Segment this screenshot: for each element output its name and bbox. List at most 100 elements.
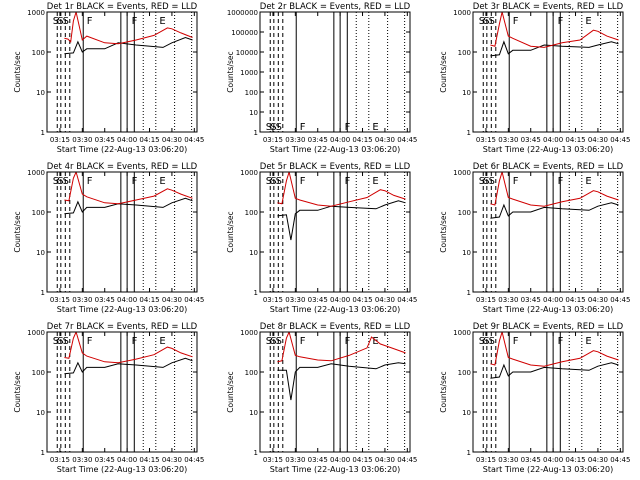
panel-1: Det 1r BLACK = Events, RED = LLD SS S F F E 1 1… [13,2,204,154]
segment-label: F [132,336,138,347]
panel-title: Det 3r BLACK = Events, RED = LLD [473,2,624,12]
plot-frame [472,11,624,133]
segment-label: S [53,176,59,187]
x-tick-label: 03:30 [285,456,305,464]
segment-label: S [479,16,485,27]
y-axis-label: Counts/sec [439,211,448,252]
x-tick-label: 03:30 [285,296,305,304]
x-tick-label: 04:45 [610,456,630,464]
y-tick-label: 1000 [240,169,258,177]
x-tick-label: 04:15 [565,136,585,144]
y-axis-label: Counts/sec [13,211,22,252]
y-tick-label: 10 [462,249,471,257]
segment-label: S [57,336,63,347]
y-tick-label: 100 [32,209,45,217]
segment-label: F [558,176,564,187]
y-tick-label: 100 [458,49,471,57]
series-events-line [490,40,619,57]
x-tick-label: 04:45 [184,296,204,304]
x-tick-label: 04:30 [588,136,608,144]
series-events-line [64,36,193,55]
x-tick-label: 03:45 [521,296,541,304]
segment-label: S [63,336,69,347]
y-tick-label: 10 [462,89,471,97]
segment-label: S [266,122,272,133]
x-tick-label: 03:15 [263,296,283,304]
panel-7: Det 7r BLACK = Events, RED = LLD SS S F F E 1 1… [13,322,204,474]
segment-label: S [266,336,272,347]
y-tick-label: 100 [245,89,258,97]
panel-5: Det 5r BLACK = Events, RED = LLD SS S F F E 1 1… [226,162,417,314]
segment-label: E [159,16,165,27]
segment-label: S [53,336,59,347]
segment-label: F [513,336,519,347]
y-tick-label: 1 [254,289,258,297]
x-tick-label: 03:15 [476,136,496,144]
y-tick-label: 1 [41,129,45,137]
y-tick-label: 1000 [453,329,471,337]
x-tick-label: 03:45 [521,456,541,464]
panel-9: Det 9r BLACK = Events, RED = LLD SS S F F E 1 1… [439,322,630,474]
x-tick-label: 04:15 [352,296,372,304]
x-axis-label: Start Time (22-Aug-13 03:06:20) [483,465,614,474]
segment-label: S [270,176,276,187]
x-tick-label: 04:30 [375,136,395,144]
segment-label: E [372,122,378,133]
x-tick-label: 04:45 [397,456,417,464]
y-axis-label: Counts/sec [439,51,448,92]
panel-title: Det 9r BLACK = Events, RED = LLD [473,322,624,332]
segment-label: S [276,336,282,347]
segment-label: S [483,16,489,27]
panel-title: Det 1r BLACK = Events, RED = LLD [47,2,198,12]
panel-title: Det 2r BLACK = Events, RED = LLD [260,2,411,12]
x-tick-label: 04:15 [352,456,372,464]
y-axis-label: Counts/sec [13,371,22,412]
y-tick-label: 10 [36,409,45,417]
plot-frame [46,331,198,453]
x-axis-label: Start Time (22-Aug-13 03:06:20) [57,145,188,154]
y-tick-label: 1 [467,129,471,137]
x-tick-label: 03:45 [308,456,328,464]
x-tick-label: 04:15 [139,296,159,304]
x-tick-label: 04:00 [117,136,137,144]
x-tick-label: 04:45 [397,136,417,144]
x-tick-label: 03:15 [263,136,283,144]
x-axis-label: Start Time (22-Aug-13 03:06:20) [270,465,401,474]
y-tick-label: 1000 [453,169,471,177]
x-tick-label: 03:30 [72,136,92,144]
x-tick-label: 04:45 [610,136,630,144]
segment-label: S [483,336,489,347]
series-events-line [64,197,193,215]
x-tick-label: 03:45 [308,296,328,304]
panel-title: Det 5r BLACK = Events, RED = LLD [260,162,411,172]
x-tick-label: 03:15 [476,296,496,304]
x-tick-label: 03:30 [498,136,518,144]
x-tick-label: 03:45 [308,136,328,144]
segment-label: S [266,176,272,187]
panel-8: Det 8r BLACK = Events, RED = LLD SS S F F E 1 1… [226,322,417,474]
segment-label: F [132,176,138,187]
x-tick-label: 03:45 [95,296,115,304]
y-axis-label: Counts/sec [226,371,235,412]
segment-label: S [57,176,63,187]
x-axis-label: Start Time (22-Aug-13 03:06:20) [483,305,614,314]
y-tick-label: 1 [467,449,471,457]
x-tick-label: 04:00 [543,136,563,144]
x-tick-label: 03:45 [95,136,115,144]
x-tick-label: 03:15 [476,456,496,464]
plot-frame [46,171,198,293]
segment-label: E [585,336,591,347]
panel-3: Det 3r BLACK = Events, RED = LLD SS S F F E 1 1… [439,2,630,154]
x-axis-label: Start Time (22-Aug-13 03:06:20) [483,145,614,154]
x-tick-label: 04:00 [543,296,563,304]
x-tick-label: 03:30 [498,296,518,304]
panel-4: Det 4r BLACK = Events, RED = LLD SS S F F E 1 1… [13,162,204,314]
series-events-line [277,200,406,241]
y-tick-label: 10 [249,249,258,257]
x-axis-label: Start Time (22-Aug-13 03:06:20) [270,305,401,314]
x-tick-label: 03:45 [95,456,115,464]
segment-label: F [300,176,306,187]
segment-label: E [372,176,378,187]
y-tick-label: 1 [254,449,258,457]
panel-2: Det 2r BLACK = Events, RED = LLD SS S F F E 1 1… [226,2,417,154]
